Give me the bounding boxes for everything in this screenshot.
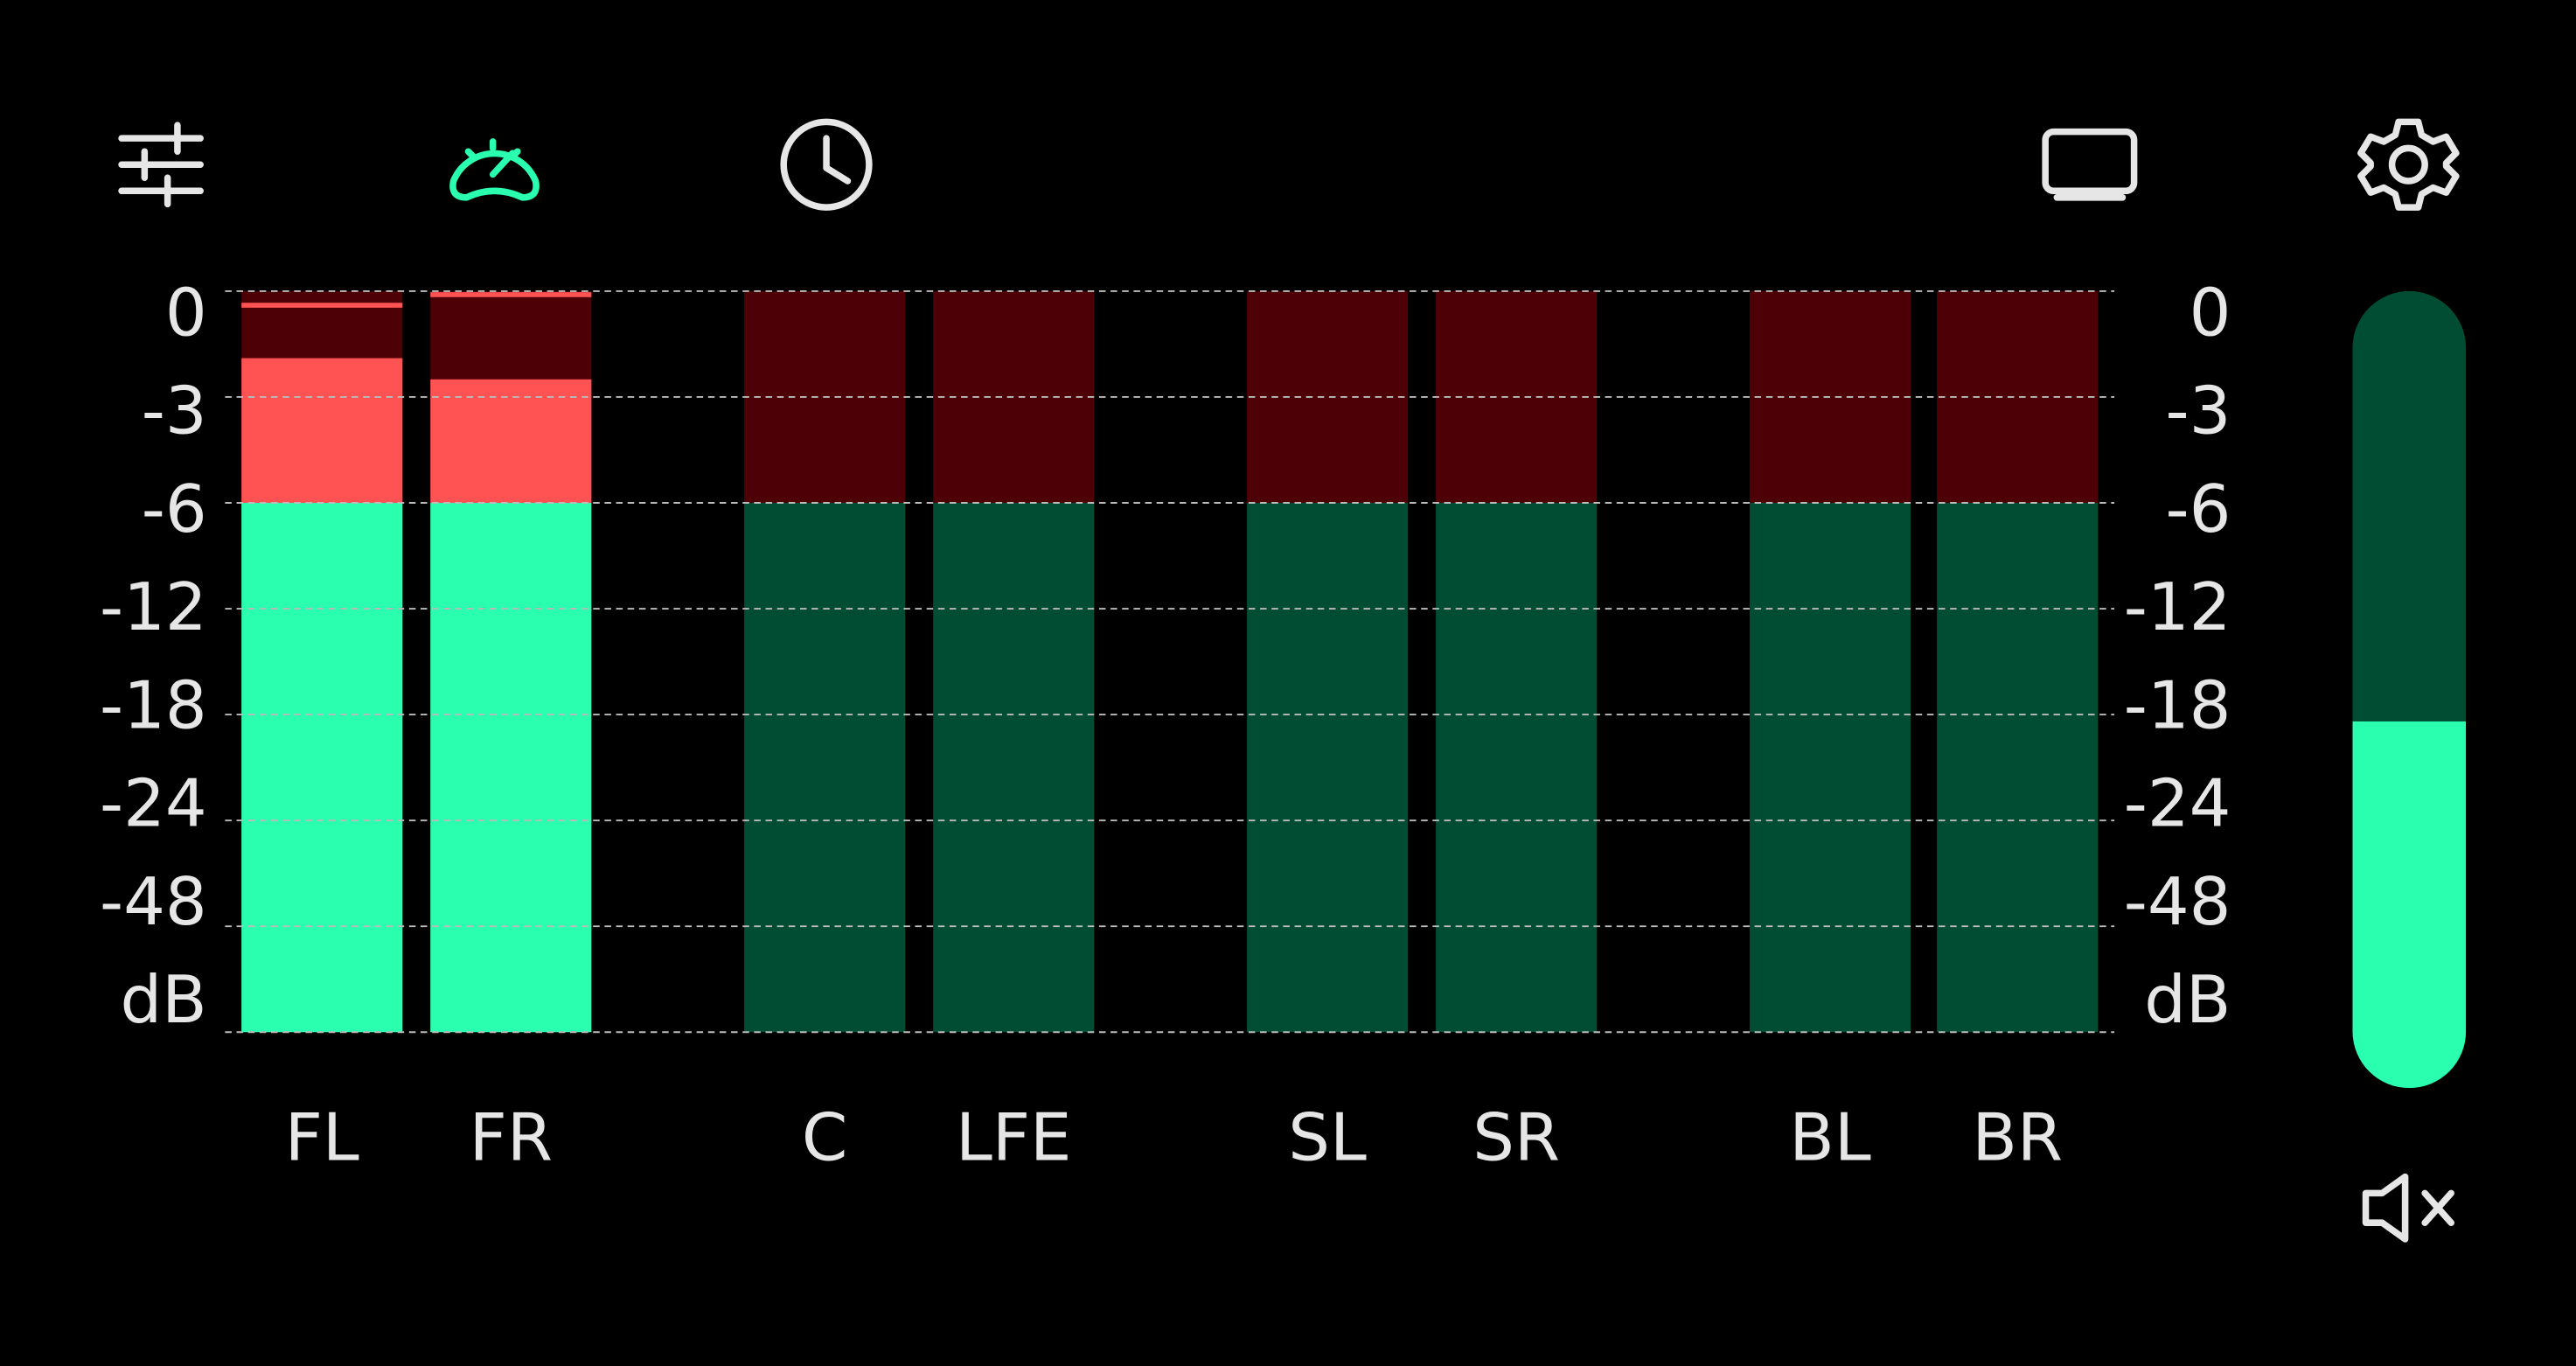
channel-label: FR [470,1099,553,1176]
channel-label: SL [1288,1099,1367,1176]
channel-label: SR [1472,1099,1560,1176]
scale-label-right: -12 [2124,568,2231,645]
channel-label: LFE [956,1099,1072,1176]
scale-label-left: -3 [142,373,207,450]
scale-label-left: -24 [100,765,207,842]
peak-marker [241,303,403,308]
unit-label-right: dB [2144,961,2231,1038]
safe-zone [1937,503,2099,1033]
scale-label-right: 0 [2190,274,2231,351]
mute-button[interactable] [2362,1173,2454,1243]
clip-zone [1247,290,1409,504]
channel-label: BL [1789,1099,1871,1176]
scale-label-left: -18 [100,666,207,743]
volume-slider[interactable] [2352,290,2467,1089]
scale-label-right: -3 [2166,373,2231,450]
history-button[interactable] [780,118,873,211]
peak-marker [430,292,592,297]
level-bar-hot [241,358,403,504]
slider-fill [2352,721,2467,1089]
channel-label: FL [285,1099,359,1176]
scale-label-right: -48 [2124,863,2231,940]
scale-label-left: -12 [100,568,207,645]
settings-button[interactable] [2357,118,2460,211]
scale-label-right: -24 [2124,765,2231,842]
mixer-button[interactable] [118,122,204,208]
scale-label-left: -48 [100,863,207,940]
level-bar-safe [430,503,592,1033]
scale-label-left: 0 [165,274,207,351]
meter-button[interactable] [449,138,540,201]
unit-label-left: dB [120,961,206,1038]
safe-zone [1749,503,1911,1033]
clip-zone [1937,290,2099,504]
safe-zone [933,503,1095,1033]
scale-label-right: -6 [2166,470,2231,547]
display-button[interactable] [2042,128,2138,201]
safe-zone [1436,503,1598,1033]
channel-label: C [802,1099,847,1176]
scale-label-left: -6 [142,470,207,547]
scale-label-right: -18 [2124,666,2231,743]
safe-zone [1247,503,1409,1033]
channel-label: BR [1972,1099,2063,1176]
level-bar-safe [241,503,403,1033]
safe-zone [744,503,906,1033]
meter: FL FR C LFE SL SR BL BR 0 0 -3 -3 -6 -6 -12 -12 -18 -18 -2… [100,274,2231,1175]
level-bar-hot [430,379,592,504]
